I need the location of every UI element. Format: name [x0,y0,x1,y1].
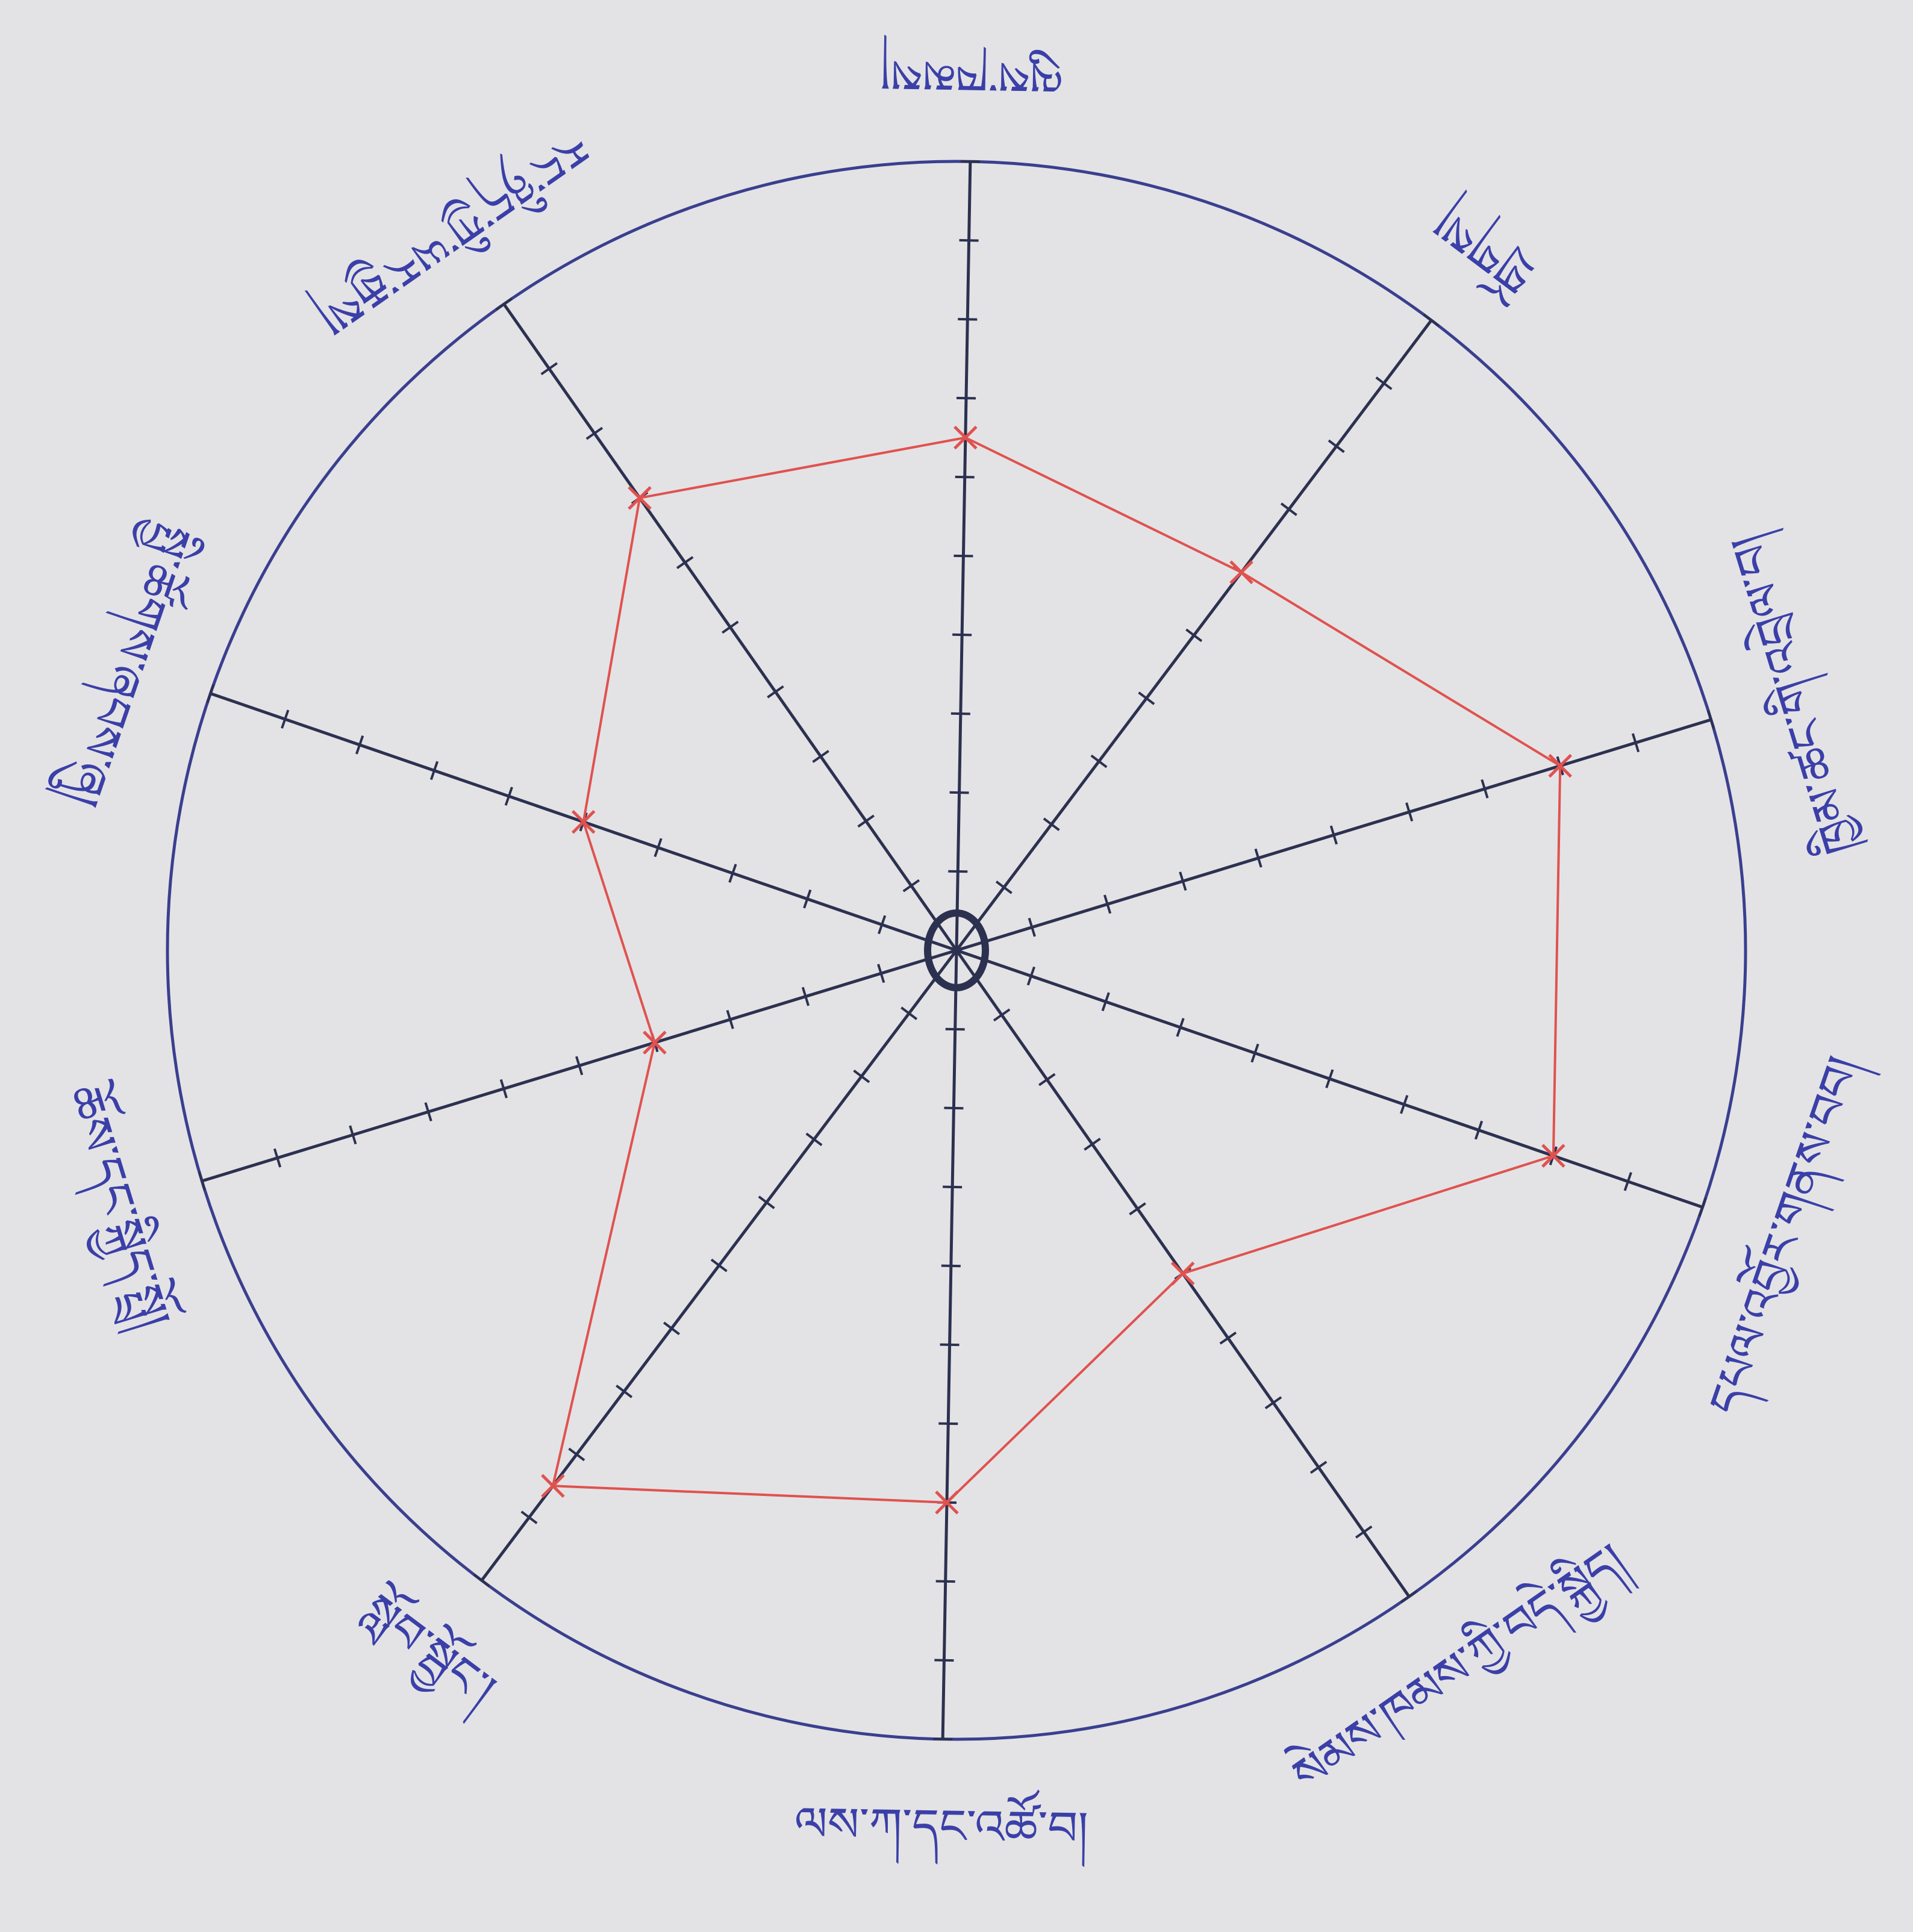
tick-mark [1356,1527,1372,1538]
tick-mark [956,398,976,399]
tick-mark [522,1512,537,1523]
tick-mark [1220,1333,1236,1344]
tick-mark [854,1071,870,1082]
tick-mark [1039,1074,1055,1085]
tick-mark [587,428,602,438]
tick-mark [901,1008,917,1019]
tick-mark [759,1197,775,1208]
tick-mark [474,1575,490,1586]
axis-label: དཔལ་འབྱོར་གནས་བབ། [1691,1047,1882,1426]
tick-mark [1281,503,1297,515]
tick-mark [946,1029,965,1030]
tick-mark [1084,1139,1100,1150]
tick-mark [943,1187,962,1188]
tick-mark [858,815,874,826]
tick-mark [1401,1591,1417,1602]
tick-mark [664,1323,679,1334]
data-point [1231,561,1252,583]
data-point [629,487,651,509]
tick-mark [1186,629,1202,641]
series-polygon [553,438,1560,1503]
tick-mark [934,1660,953,1661]
axis-label: སློབ་སྦྱོང་། [345,1577,511,1727]
tick-mark [996,882,1012,893]
tick-mark [1311,1462,1326,1472]
tick-mark [903,880,919,891]
tick-mark [1129,1203,1145,1214]
axis-label: ཁྱིམ་ཚང་གི་འབྲེལ་བ། [1714,525,1879,862]
tick-mark [1329,440,1344,452]
data-point [644,1032,666,1053]
tick-mark [958,319,977,320]
tick-mark [1139,693,1155,704]
axis-label: ཆོས་དང་སྐྱིད་སྤྲོ། [42,1077,189,1339]
tick-mark [807,1133,822,1145]
tick-mark [711,1259,727,1271]
tick-mark [1265,1397,1281,1408]
tick-mark [955,477,975,478]
data-point [1172,1263,1194,1285]
axis-label: སེམས་ཁམས་ཀྱི་བདེ་སྐྱིད། [1279,1527,1644,1815]
tick-mark [944,1108,963,1109]
tick-mark [960,240,979,241]
tick-mark [961,161,980,162]
tick-mark [677,557,693,568]
tick-mark [933,1739,952,1740]
tick-mark [616,1386,632,1397]
data-point [573,811,594,833]
tick-mark [569,1448,585,1460]
tick-mark [496,299,512,310]
axis-label: ལས་ཀ་དང་འཚོ་བ། [794,1785,1089,1867]
tick-mark [994,1009,1010,1020]
axis-label: རང་ཉིད་ཀྱི་ཡར་རྒྱས། [302,110,604,352]
tick-mark [948,871,967,872]
tick-mark [936,1581,955,1582]
tick-mark [1376,378,1392,389]
tick-mark [541,363,557,374]
radar-chart: ལུས་ཁམས། གྲོགས། ཁྱིམ་ཚང་གི་འབྲེལ་བ། དཔལ་འབྱ… [0,0,1913,1932]
axis-label: གྲོགས། [1420,187,1550,311]
tick-mark [1424,314,1440,326]
tick-mark [722,622,738,632]
tick-mark [1044,818,1059,830]
tick-mark [1091,756,1107,767]
axis-label: ལུས་ཁམས། [880,34,1064,102]
page: {"chart_data": {"type": "radar", "catego… [0,0,1913,1932]
tick-mark [813,751,828,762]
tick-mark [941,1266,961,1267]
tick-mark [767,687,783,697]
